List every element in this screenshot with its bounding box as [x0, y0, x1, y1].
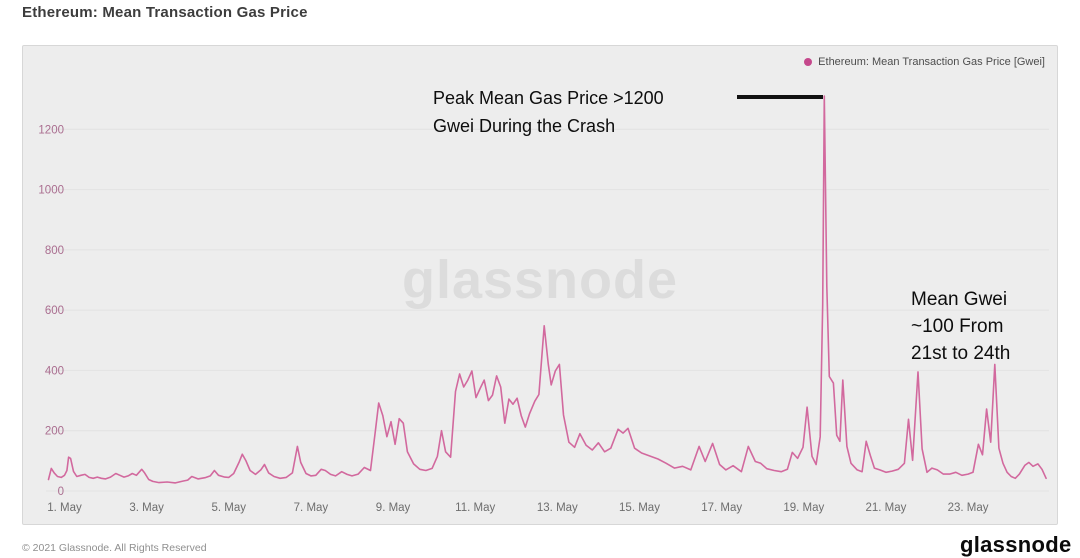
- chart-card: Ethereum: Mean Transaction Gas Price [Gw…: [22, 45, 1058, 525]
- peak-annotation: Peak Mean Gas Price >1200 Gwei During th…: [433, 84, 664, 140]
- x-tick-label: 21. May: [865, 502, 906, 514]
- mean-annotation: Mean Gwei ~100 From 21st to 24th: [911, 286, 1010, 367]
- x-tick-label: 17. May: [701, 502, 742, 514]
- y-tick-label: 600: [45, 305, 64, 317]
- chart-canvas[interactable]: 0 200 400 600 800 1000 1200 1. May 3. May 5. May 7…: [23, 46, 1057, 524]
- x-tick-label: 1. May: [47, 502, 82, 514]
- x-tick-label: 11. May: [455, 502, 495, 514]
- x-tick-label: 7. May: [294, 502, 329, 514]
- y-tick-label: 800: [45, 245, 64, 257]
- gas-price-line: [47, 95, 1047, 484]
- y-tick-label: 400: [45, 365, 64, 377]
- x-tick-label: 13. May: [537, 502, 578, 514]
- mean-annotation-line1: Mean Gwei: [911, 289, 1008, 310]
- y-tick-label: 0: [58, 486, 64, 498]
- page-title: Ethereum: Mean Transaction Gas Price: [22, 4, 308, 21]
- x-tick-label: 9. May: [376, 502, 411, 514]
- legend-dot-icon: [804, 58, 813, 66]
- glassnode-logo: glassnode: [960, 532, 1072, 557]
- mean-annotation-line2: ~100 From: [911, 316, 1004, 337]
- legend[interactable]: Ethereum: Mean Transaction Gas Price [Gw…: [804, 56, 1045, 68]
- glassnode-watermark: glassnode: [401, 250, 679, 310]
- x-tick-label: 15. May: [619, 502, 660, 514]
- peak-annotation-line2: Gwei During the Crash: [433, 116, 616, 136]
- y-tick-label: 1000: [38, 185, 64, 197]
- peak-annotation-pointer: [737, 95, 823, 99]
- x-tick-label: 5. May: [212, 502, 247, 514]
- copyright-text: © 2021 Glassnode. All Rights Reserved: [22, 542, 207, 554]
- legend-label: Ethereum: Mean Transaction Gas Price [Gw…: [818, 56, 1045, 68]
- x-tick-label: 23. May: [948, 502, 989, 514]
- x-tick-label: 19. May: [783, 502, 824, 514]
- peak-annotation-line1: Peak Mean Gas Price >1200: [433, 88, 664, 108]
- y-tick-label: 200: [45, 426, 64, 438]
- x-tick-label: 3. May: [129, 502, 164, 514]
- mean-annotation-line3: 21st to 24th: [911, 343, 1011, 364]
- y-tick-label: 1200: [38, 124, 64, 136]
